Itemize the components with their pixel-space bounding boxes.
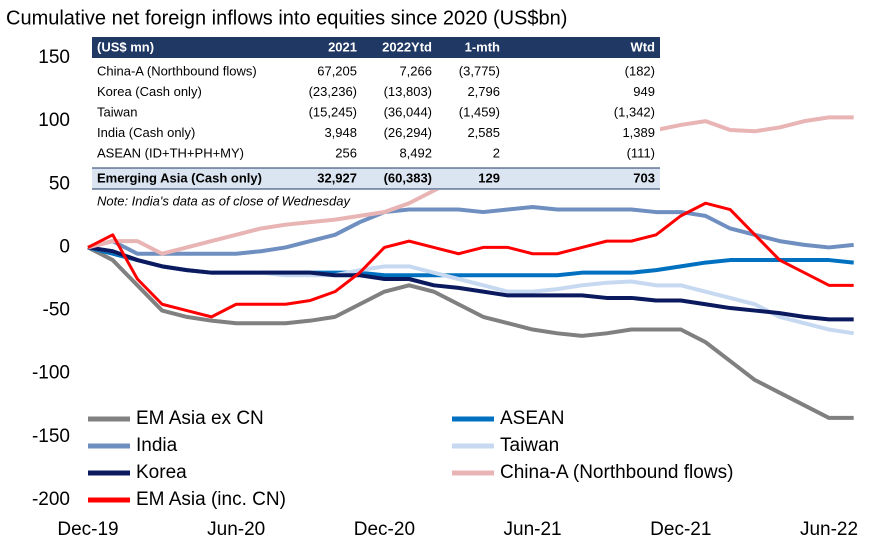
table-cell: ASEAN (ID+TH+PH+MY) [97, 145, 244, 160]
table-cell: (1,342) [614, 104, 655, 119]
table-cell: (15,245) [309, 104, 357, 119]
table-cell: (182) [625, 63, 655, 78]
table-cell: (23,236) [309, 84, 357, 99]
x-tick-label: Jun-22 [800, 519, 858, 540]
table-cell: 32,927 [317, 170, 357, 185]
table-header: 2021 [328, 39, 357, 54]
y-tick-label: 150 [38, 47, 70, 68]
table-cell: Korea (Cash only) [97, 84, 202, 99]
table-cell: 703 [633, 170, 655, 185]
table-cell: 949 [633, 84, 655, 99]
series-line [87, 205, 854, 256]
table-cell: (3,775) [459, 63, 500, 78]
table-cell: (13,803) [384, 84, 432, 99]
table-cell: 256 [335, 145, 357, 160]
legend-label: India [136, 435, 178, 456]
table-cell: (111) [627, 145, 655, 160]
y-tick-label: -100 [32, 363, 70, 384]
y-tick-label: -150 [32, 426, 70, 447]
table-cell: 67,205 [317, 63, 357, 78]
table-cell: 129 [478, 170, 500, 185]
table-cell: 8,492 [399, 145, 432, 160]
legend-label: Korea [136, 462, 187, 483]
table-cell: China-A (Northbound flows) [97, 63, 257, 78]
legend-label: EM Asia ex CN [136, 408, 264, 429]
table-cell: 1,389 [622, 125, 655, 140]
table-cell: India (Cash only) [97, 125, 195, 140]
table-cell: Taiwan [97, 104, 137, 119]
table-header: Wtd [630, 39, 655, 54]
x-tick-label: Dec-21 [650, 519, 711, 540]
y-tick-label: -200 [32, 489, 70, 510]
y-tick-label: -50 [43, 300, 70, 321]
table-header: 2022Ytd [382, 39, 432, 54]
table-cell: (60,383) [384, 170, 432, 185]
table-background [92, 36, 660, 190]
table-total-bg [92, 168, 660, 189]
table-cell: 2,585 [467, 125, 500, 140]
legend-label: Taiwan [500, 435, 559, 456]
legend-label: ASEAN [500, 408, 564, 429]
series-line [87, 245, 854, 420]
table-cell: (1,459) [459, 104, 500, 119]
legend-label: China-A (Northbound flows) [500, 462, 733, 483]
y-tick-label: 100 [38, 110, 70, 131]
series-line [87, 201, 854, 319]
table-cell: 7,266 [399, 63, 432, 78]
x-tick-label: Dec-20 [354, 519, 415, 540]
y-tick-label: 0 [59, 236, 70, 257]
table-cell: (26,294) [384, 125, 432, 140]
chart-title: Cumulative net foreign inflows into equi… [6, 7, 567, 29]
table-header: 1-mth [465, 39, 500, 54]
table-header-bg [92, 37, 660, 58]
x-tick-label: Dec-19 [57, 519, 118, 540]
table-cell: 3,948 [324, 125, 357, 140]
table-cell: 2,796 [467, 84, 500, 99]
table-cell: 2 [493, 145, 500, 160]
x-tick-label: Jun-21 [504, 519, 562, 540]
table-cell: (36,044) [384, 104, 432, 119]
series-line [87, 245, 854, 322]
table-header: (US$ mn) [97, 39, 154, 54]
x-tick-label: Jun-20 [207, 519, 265, 540]
table-cell: Emerging Asia (Cash only) [97, 170, 262, 185]
y-tick-label: 50 [49, 173, 70, 194]
legend-label: EM Asia (inc. CN) [136, 489, 286, 510]
table-note: Note: India's data as of close of Wednes… [97, 193, 352, 208]
